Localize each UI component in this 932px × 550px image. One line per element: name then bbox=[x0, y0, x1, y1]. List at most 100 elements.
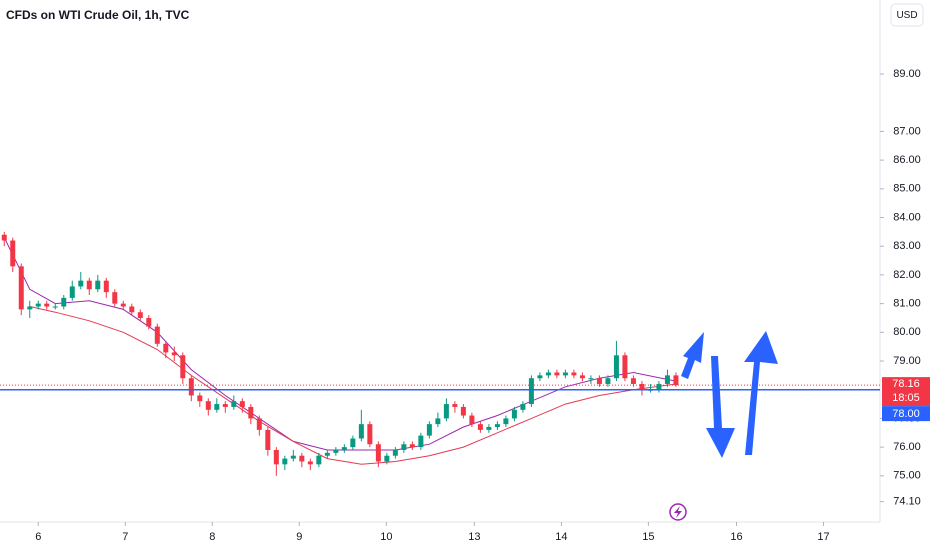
candle-body bbox=[401, 444, 407, 450]
candle-body bbox=[554, 372, 560, 376]
candle-body bbox=[265, 429, 271, 450]
candle-body bbox=[605, 378, 611, 384]
candle-body bbox=[239, 401, 245, 407]
candle-body bbox=[588, 378, 594, 380]
hline-tag bbox=[882, 406, 930, 422]
y-tick-label: 75.00 bbox=[893, 470, 921, 482]
arrow-up-small bbox=[681, 332, 704, 379]
y-tick-label: 82.00 bbox=[893, 269, 921, 281]
candle-body bbox=[477, 424, 483, 430]
y-tick-label: 74.10 bbox=[893, 496, 921, 508]
candle-body bbox=[78, 280, 84, 287]
moving-average bbox=[29, 306, 676, 465]
candle-body bbox=[435, 418, 441, 425]
candle-body bbox=[494, 424, 500, 428]
countdown-label: 18:05 bbox=[892, 392, 920, 404]
candle-body bbox=[316, 455, 322, 465]
candle-body bbox=[95, 280, 101, 290]
candle-body bbox=[418, 435, 424, 448]
candle-body bbox=[613, 355, 619, 379]
y-tick-label: 83.00 bbox=[893, 240, 921, 252]
candle-body bbox=[163, 343, 169, 353]
candle-body bbox=[137, 312, 143, 318]
y-tick-label: 84.00 bbox=[893, 211, 921, 223]
y-tick-label: 81.00 bbox=[893, 298, 921, 310]
x-tick-label: 14 bbox=[555, 531, 567, 543]
candle-body bbox=[248, 406, 254, 419]
candle-body bbox=[146, 317, 152, 327]
candle-body bbox=[656, 383, 662, 390]
currency-button[interactable] bbox=[890, 3, 924, 27]
candle-body bbox=[452, 404, 458, 407]
currency-label: USD bbox=[896, 10, 917, 21]
candle-body bbox=[596, 378, 602, 384]
candle-body bbox=[639, 383, 645, 390]
candle-body bbox=[350, 438, 356, 448]
candle-body bbox=[10, 240, 16, 267]
y-tick-label: 87.00 bbox=[893, 125, 921, 137]
x-tick-label: 9 bbox=[296, 531, 302, 543]
arrow-down bbox=[706, 356, 735, 458]
candle-body bbox=[188, 378, 194, 396]
lightning-icon[interactable] bbox=[669, 503, 687, 521]
candle-body bbox=[528, 378, 534, 405]
icon-bolt bbox=[674, 506, 682, 518]
y-tick-label: 86.00 bbox=[893, 154, 921, 166]
candle-body bbox=[520, 404, 526, 410]
hline-label: 78.00 bbox=[892, 408, 920, 420]
candle-body bbox=[171, 352, 177, 356]
candle-body bbox=[358, 424, 364, 439]
candle-body bbox=[197, 395, 203, 402]
y-tick-label: 76.00 bbox=[893, 441, 921, 453]
candle-body bbox=[324, 452, 330, 456]
candle-body bbox=[290, 455, 296, 459]
arrow-up-large bbox=[744, 331, 778, 455]
x-tick-label: 15 bbox=[642, 531, 654, 543]
x-tick-label: 13 bbox=[468, 531, 480, 543]
candle-body bbox=[367, 424, 373, 445]
candle-body bbox=[537, 375, 543, 379]
candle-body bbox=[112, 292, 118, 304]
candle-body bbox=[622, 355, 628, 379]
x-tick-label: 17 bbox=[817, 531, 829, 543]
candle-body bbox=[392, 449, 398, 456]
y-tick-label: 85.00 bbox=[893, 183, 921, 195]
candle-body bbox=[469, 415, 475, 425]
candle-body bbox=[511, 409, 517, 419]
candle-body bbox=[333, 449, 339, 453]
candle-body bbox=[18, 266, 24, 310]
candle-body bbox=[120, 303, 126, 307]
candle-body bbox=[52, 306, 58, 308]
candle-body bbox=[1, 234, 7, 241]
candle-body bbox=[384, 455, 390, 462]
candle-body bbox=[214, 404, 220, 410]
candle-body bbox=[273, 449, 279, 465]
candle-body bbox=[375, 444, 381, 462]
candle-body bbox=[426, 424, 432, 436]
x-tick-label: 10 bbox=[380, 531, 392, 543]
candle-body bbox=[443, 404, 449, 419]
icon-ring bbox=[669, 503, 687, 521]
candle-body bbox=[86, 280, 92, 290]
candle-body bbox=[630, 378, 636, 384]
candle-body bbox=[282, 458, 288, 465]
candle-body bbox=[664, 375, 670, 384]
x-tick-label: 8 bbox=[209, 531, 215, 543]
candle-body bbox=[27, 306, 33, 310]
candle-body bbox=[35, 303, 41, 307]
candle-body bbox=[579, 375, 585, 379]
candle-body bbox=[571, 372, 577, 376]
plot bbox=[0, 231, 880, 476]
candle-body bbox=[231, 401, 237, 407]
candle-body bbox=[562, 372, 568, 376]
x-tick-label: 7 bbox=[122, 531, 128, 543]
candle-body bbox=[205, 401, 211, 410]
last-price-label: 78.16 bbox=[892, 378, 920, 390]
candle-body bbox=[69, 286, 75, 298]
candle-body bbox=[256, 418, 262, 430]
candle-body bbox=[486, 427, 492, 430]
candle-body bbox=[673, 375, 679, 386]
